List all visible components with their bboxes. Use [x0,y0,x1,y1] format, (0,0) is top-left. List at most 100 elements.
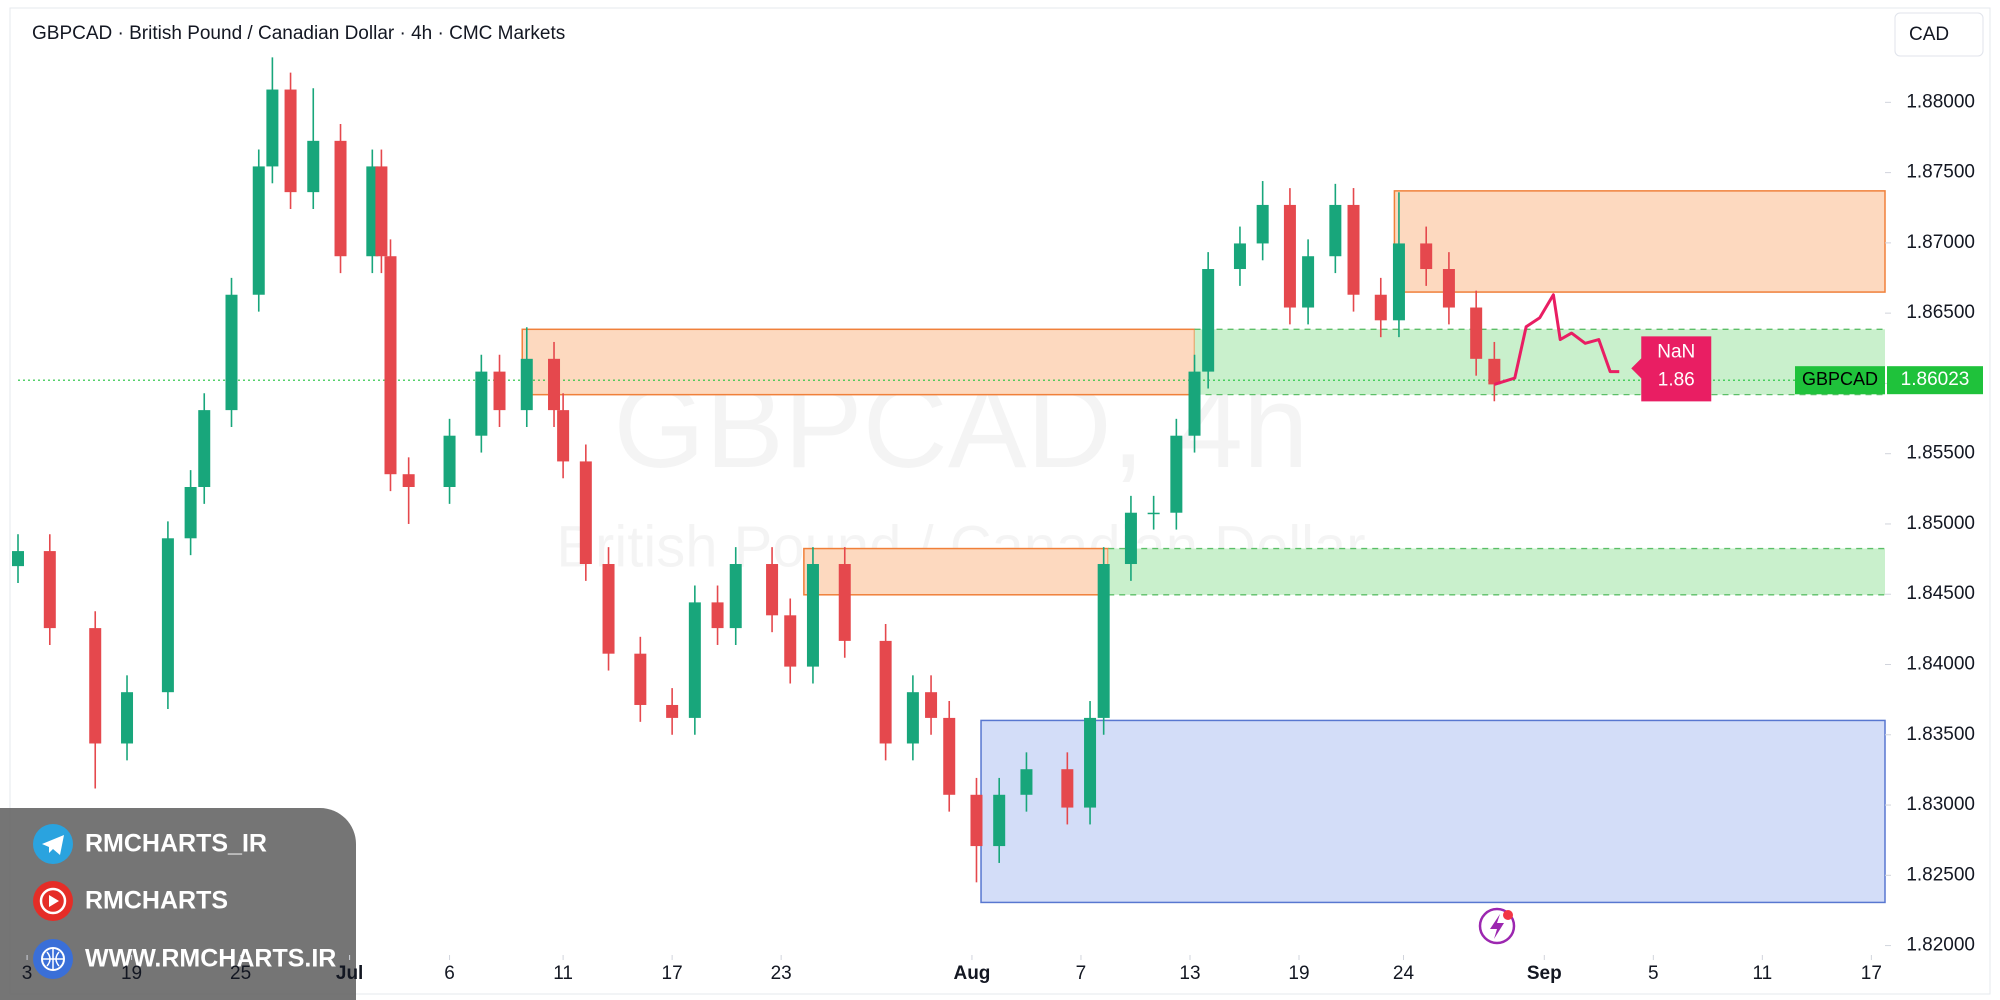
candle-body [1188,371,1201,436]
candle-body [334,140,347,257]
y-tick-label: 1.86500 [1906,302,1975,323]
candle-body [89,628,102,744]
candle-body [493,371,506,411]
x-tick-label: 23 [771,963,792,984]
candle-body [1233,243,1246,270]
candle-body [121,692,134,744]
zone [803,547,1109,596]
candle-body [579,461,592,565]
candle-body [1097,564,1110,718]
candle-body [906,692,919,744]
candle-body [384,256,397,475]
currency-button[interactable] [1894,12,1984,57]
candle-body [1202,269,1215,372]
candle-body [1061,769,1074,808]
y-tick-label: 1.82500 [1906,864,1975,885]
candle-body [1124,512,1137,565]
candle-body [1170,435,1183,513]
x-tick-label: Sep [1527,963,1562,984]
zone [521,328,1196,396]
projection-name: NaN [1657,341,1695,362]
candle-body [1302,256,1315,308]
x-tick-label: 11 [1752,963,1772,984]
x-tick-label: 11 [553,963,573,984]
candle-body [225,294,238,411]
x-tick-label: 13 [1179,963,1200,984]
candle-body [766,564,779,616]
projection-badge [1631,336,1712,402]
zone [1194,329,1885,395]
zone [1108,548,1885,595]
x-tick-label: 5 [1648,963,1659,984]
symbol-tag-label: GBPCAD [1802,369,1878,389]
projection-value: 1.86 [1658,369,1695,390]
x-tick-label: 3 [22,963,33,984]
candle-body [1147,512,1160,515]
projection-line [1493,293,1620,386]
zone [980,719,1886,904]
candle-body [1392,243,1405,321]
currency-label[interactable]: CAD [1909,24,1949,45]
x-tick-label: 19 [121,963,142,984]
y-tick-label: 1.84500 [1906,583,1975,604]
x-tick-label: Aug [953,963,990,984]
candle-body [993,794,1006,847]
candle-body [1470,307,1483,359]
candle-body [1256,204,1269,244]
candle-body [402,474,415,487]
social-link[interactable]: WWW.RMCHARTS.IR [85,945,336,973]
price-tag-label: 1.86023 [1901,369,1970,390]
x-tick-label: 17 [662,963,683,984]
y-tick-label: 1.87000 [1906,232,1975,253]
x-tick-label: 25 [230,963,251,984]
candle-body [879,640,892,744]
social-link[interactable]: RMCHARTS [85,887,228,915]
candle-body [161,538,174,693]
candle-body [1347,204,1360,295]
social-link[interactable]: RMCHARTS_IR [85,830,267,858]
x-tick-label: 19 [1288,963,1309,984]
candle-body [943,717,956,795]
candle-body [925,692,938,718]
plot-area [12,57,1886,904]
candle-body [1420,243,1433,270]
x-tick-label: 6 [444,963,455,984]
candle-body [1329,204,1342,257]
candle-body [1488,358,1501,385]
candle-body [711,602,724,629]
y-tick-label: 1.82000 [1906,935,1975,956]
candle-body [198,410,211,487]
candle-body [1374,294,1387,321]
alert-icon[interactable] [1478,907,1516,945]
candle-body [475,371,488,436]
candle-body [307,140,320,193]
candle-body [666,704,679,718]
y-tick-label: 1.83000 [1906,794,1975,815]
x-tick-label: Jul [336,963,363,984]
candle-body [602,564,615,654]
candle-body [266,89,279,167]
candle-body [252,166,265,295]
candle-body [688,602,701,718]
candle-body [520,358,533,411]
candle-body [838,564,851,641]
candle-body [12,551,24,567]
chart-title: GBPCAD · British Pound / Canadian Dollar… [32,23,565,44]
candle-body [375,166,388,257]
y-tick-label: 1.85500 [1906,443,1975,464]
candle-body [784,615,797,667]
candle-body [806,564,819,667]
candle-body [729,564,742,629]
candle-body [1020,769,1033,795]
candle-body [284,89,297,193]
candle-body [43,551,56,629]
candle-body [184,486,197,539]
zone [1393,190,1886,293]
candle-body [970,794,983,847]
y-tick-label: 1.83500 [1906,724,1975,745]
y-tick-label: 1.87500 [1906,162,1975,183]
candle-body [557,410,570,462]
y-tick-label: 1.84000 [1906,654,1975,675]
x-tick-label: 7 [1076,963,1087,984]
